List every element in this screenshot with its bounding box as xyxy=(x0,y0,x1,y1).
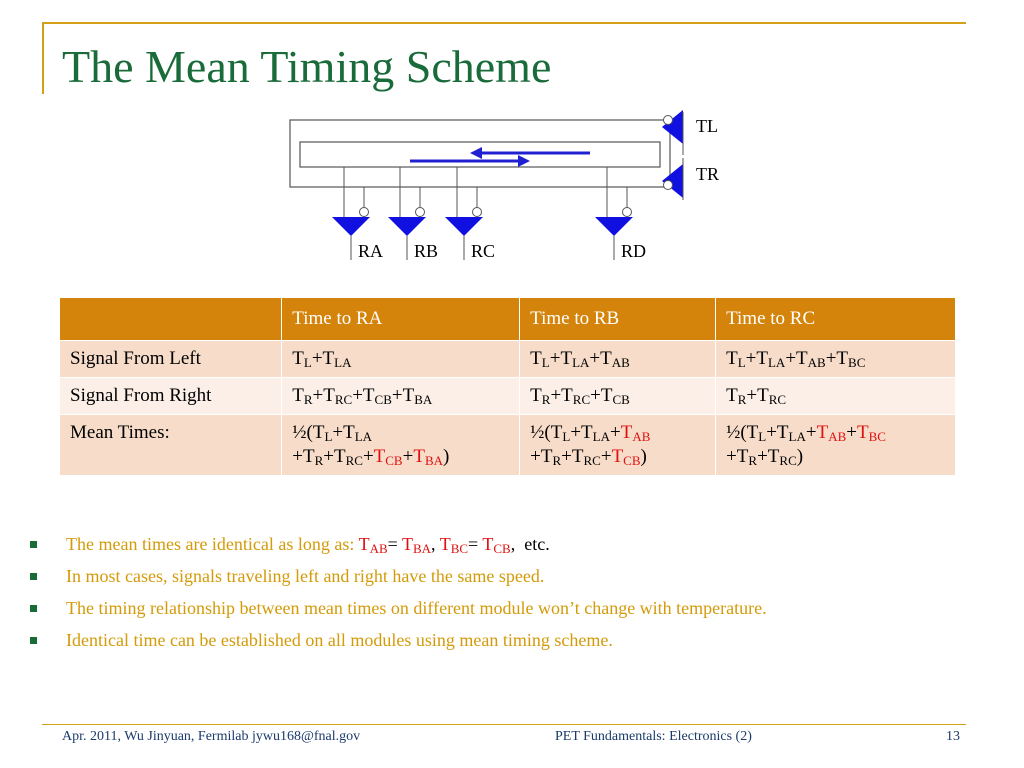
tr-driver: TR xyxy=(662,158,719,200)
table-row: Signal From Left TL+TLA TL+TLA+TAB TL+TL… xyxy=(60,340,956,378)
cell-right-rc: TR+TRC xyxy=(715,377,956,415)
table-row: Mean Times: ½(TL+TLA +TR+TRC+TCB+TBA) ½(T… xyxy=(60,414,956,475)
left-arrow xyxy=(470,147,590,159)
cell-left-rb: TL+TLA+TAB xyxy=(519,340,717,378)
label-rd: RD xyxy=(621,241,646,261)
footer-center: PET Fundamentals: Electronics (2) xyxy=(555,729,752,744)
header-time-to-rc: Time to RC xyxy=(715,298,956,341)
bullet-1-text: The mean times are identical as long as: xyxy=(66,534,359,554)
list-item: Identical time can be established on all… xyxy=(30,626,990,658)
bullet-list: The mean times are identical as long as:… xyxy=(30,530,990,658)
cell-right-rb: TR+TRC+TCB xyxy=(519,377,717,415)
footer-rule xyxy=(42,724,966,725)
tl-driver: TL xyxy=(662,110,718,155)
header-time-to-rb: Time to RB xyxy=(519,298,717,341)
list-item: The timing relationship between mean tim… xyxy=(30,594,990,626)
row-label-signal-from-left: Signal From Left xyxy=(60,340,283,378)
row-label-signal-from-right: Signal From Right xyxy=(60,377,283,415)
frame-left-line xyxy=(42,22,44,94)
bullet-square-icon xyxy=(30,637,37,644)
label-ra: RA xyxy=(358,241,383,261)
slide-title: The Mean Timing Scheme xyxy=(62,41,552,92)
table-row: Signal From Right TR+TRC+TCB+TBA TR+TRC+… xyxy=(60,377,956,415)
cell-mean-rb: ½(TL+TLA+TAB +TR+TRC+TCB) xyxy=(519,414,717,475)
list-item: In most cases, signals traveling left an… xyxy=(30,562,990,594)
receiver-ra: RA xyxy=(332,167,383,261)
cell-right-ra: TR+TRC+TCB+TBA xyxy=(281,377,521,415)
bullet-3-text: The timing relationship between mean tim… xyxy=(66,598,767,618)
header-time-to-ra: Time to RA xyxy=(281,298,521,341)
bullet-square-icon xyxy=(30,573,37,580)
table-header-row: Time to RA Time to RB Time to RC xyxy=(60,298,956,341)
timing-circuit-diagram: TL TR RA RB RC RD xyxy=(289,110,719,261)
bullet-4-text: Identical time can be established on all… xyxy=(66,630,613,650)
right-arrow xyxy=(410,155,530,167)
bullet-square-icon xyxy=(30,605,37,612)
cell-mean-ra: ½(TL+TLA +TR+TRC+TCB+TBA) xyxy=(281,414,521,475)
cell-left-ra: TL+TLA xyxy=(281,340,521,378)
cell-mean-rc: ½(TL+TLA+TAB+TBC +TR+TRC) xyxy=(715,414,956,475)
cell-left-rc: TL+TLA+TAB+TBC xyxy=(715,340,956,378)
row-label-mean-times: Mean Times: xyxy=(60,414,283,475)
label-rb: RB xyxy=(414,241,438,261)
label-rc: RC xyxy=(471,241,495,261)
header-corner xyxy=(60,298,283,341)
label-tl: TL xyxy=(696,116,718,136)
footer-left: Apr. 2011, Wu Jinyuan, Fermilab jywu168@… xyxy=(62,729,361,744)
receiver-rb: RB xyxy=(388,167,438,261)
receiver-rc: RC xyxy=(445,167,495,261)
outer-cable xyxy=(289,119,671,188)
page-number: 13 xyxy=(946,729,960,744)
timing-table: Time to RA Time to RB Time to RC Signal … xyxy=(60,298,956,475)
bullet-square-icon xyxy=(30,541,37,548)
inner-cable xyxy=(299,141,661,168)
label-tr: TR xyxy=(696,164,719,184)
bullet-1-equation: TAB= TBA, TBC= TCB, xyxy=(358,534,516,556)
list-item: The mean times are identical as long as:… xyxy=(30,530,990,562)
frame-top-line xyxy=(42,22,966,24)
receiver-rd: RD xyxy=(595,167,646,261)
bullet-2-text: In most cases, signals traveling left an… xyxy=(66,566,545,586)
bullet-1-etc: etc. xyxy=(524,534,550,554)
